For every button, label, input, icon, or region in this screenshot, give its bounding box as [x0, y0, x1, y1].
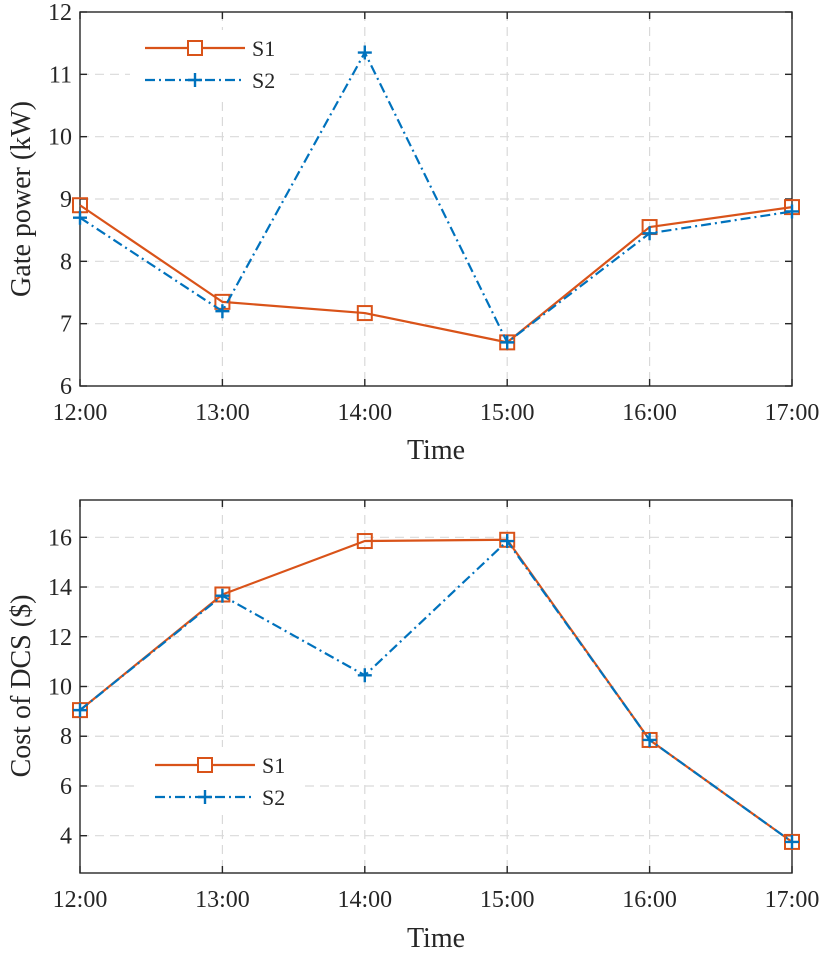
legend-s1-label: S1: [262, 753, 285, 778]
x-tick-label: 17:00: [765, 400, 820, 426]
data-point-s2: [357, 668, 372, 683]
y-tick-label: 7: [60, 312, 72, 338]
data-point-s2: [642, 226, 657, 241]
x-tick-label: 14:00: [337, 887, 392, 913]
y-tick-label: 6: [60, 774, 72, 800]
legend-box: [130, 30, 290, 98]
legend-s1-marker: [187, 40, 203, 56]
x-axis-label: Time: [407, 923, 465, 953]
y-tick-label: 6: [60, 374, 72, 400]
legend-s1-marker: [197, 757, 213, 773]
y-tick-label: 16: [48, 525, 72, 551]
legend-s1-label: S1: [252, 36, 275, 61]
y-tick-label: 14: [48, 575, 72, 601]
data-point-s2: [73, 703, 87, 718]
series-line-s1: [79, 204, 793, 344]
y-axis-label: Gate power (kW): [6, 101, 37, 297]
dcs-cost-chart: 12:00 13:00 14:00 15:00 16:00 17:00 4 6 8 10 12 14 1…: [6, 499, 820, 953]
y-axis-label: Cost of DCS ($): [6, 595, 37, 778]
legend-s2-label: S2: [252, 68, 275, 93]
data-point-s2: [215, 304, 230, 319]
x-tick-label: 12:00: [53, 400, 108, 426]
x-tick-label: 16:00: [622, 887, 677, 913]
y-tick-label: 4: [60, 824, 72, 850]
x-tick-label: 15:00: [480, 887, 535, 913]
x-tick-label: 13:00: [195, 400, 250, 426]
legend-s2-marker: [188, 73, 202, 87]
y-tick-label: 10: [48, 675, 72, 701]
data-point-s2: [500, 335, 515, 350]
gate-power-chart: 12:00 13:00 14:00 15:00 16:00 17:00 6 7 8 9 10 11 12…: [6, 0, 819, 466]
legend: S1 S2: [130, 30, 290, 98]
legend-s2-label: S2: [262, 785, 285, 810]
y-tick-label: 8: [60, 724, 72, 750]
y-tick-label: 12: [48, 0, 72, 26]
data-point-s2: [785, 204, 799, 219]
legend-box: [140, 747, 300, 815]
series-line-s2: [79, 51, 793, 344]
x-tick-label: 13:00: [195, 887, 250, 913]
y-tick-label: 10: [48, 125, 72, 151]
data-point-s2: [73, 210, 87, 225]
x-tick-label: 14:00: [337, 400, 392, 426]
data-point-s2: [500, 534, 515, 549]
series-line-s2: [79, 539, 793, 843]
legend-s2-marker: [198, 790, 212, 804]
data-point-s2: [215, 588, 230, 603]
data-point-s2: [357, 45, 372, 60]
legend: S1 S2: [140, 747, 300, 815]
data-point-s1: [356, 305, 373, 322]
x-tick-label: 16:00: [622, 400, 677, 426]
y-tick-label: 8: [60, 249, 72, 275]
data-point-s2: [642, 732, 657, 747]
data-point-s1: [356, 533, 373, 550]
x-tick-label: 12:00: [53, 887, 108, 913]
x-tick-label: 17:00: [765, 887, 820, 913]
x-tick-label: 15:00: [480, 400, 535, 426]
data-point-s2: [785, 834, 799, 849]
y-tick-label: 12: [48, 625, 72, 651]
y-tick-label: 11: [49, 62, 72, 88]
y-tick-label: 9: [60, 187, 72, 213]
x-axis-label: Time: [407, 435, 465, 466]
